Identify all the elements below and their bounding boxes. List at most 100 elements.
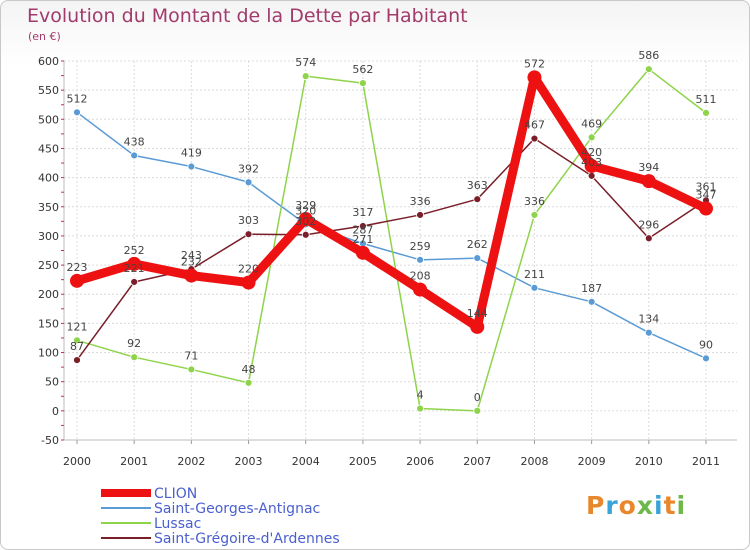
- data-point-lussac: [130, 353, 139, 362]
- data-point-saint-georges-antignac: [473, 254, 482, 262]
- x-tick-label: 2010: [635, 455, 663, 468]
- y-tick-label: 600: [38, 55, 59, 68]
- data-point-saint-georges-antignac: [530, 283, 539, 292]
- data-point-clion: [699, 201, 713, 216]
- data-label-saint-gr-goire-d-ardennes: 317: [352, 206, 373, 219]
- data-label-clion: 572: [524, 57, 545, 70]
- x-tick-label: 2002: [177, 455, 205, 468]
- data-point-saint-gr-goire-d-ardennes: [530, 134, 539, 143]
- y-tick-label: 250: [38, 259, 59, 272]
- data-point-saint-georges-antignac: [187, 162, 196, 171]
- data-label-clion: 420: [581, 146, 602, 159]
- data-label-saint-georges-antignac: 187: [581, 282, 602, 295]
- data-label-lussac: 92: [127, 337, 141, 350]
- legend-label-clion: CLION: [154, 486, 197, 502]
- data-label-saint-gr-goire-d-ardennes: 336: [410, 195, 431, 208]
- data-label-saint-georges-antignac: 90: [699, 338, 713, 351]
- data-label-lussac: 48: [242, 363, 256, 376]
- data-point-lussac: [359, 79, 367, 88]
- data-point-clion: [584, 158, 599, 173]
- data-point-saint-georges-antignac: [416, 255, 424, 264]
- y-tick-label: 50: [45, 376, 59, 389]
- series-line-saint-georges-antignac: [76, 111, 707, 360]
- data-point-saint-georges-antignac: [644, 328, 653, 337]
- chart-title: Evolution du Montant de la Dette par Hab…: [27, 5, 468, 27]
- series-line-clion: [72, 72, 711, 332]
- x-tick-label: 2005: [349, 455, 377, 468]
- data-label-lussac: 562: [352, 63, 373, 76]
- data-point-clion: [241, 275, 256, 290]
- data-label-clion: 208: [410, 270, 431, 283]
- data-point-lussac: [702, 108, 710, 117]
- y-tick-label: 500: [38, 113, 59, 126]
- data-point-saint-gr-goire-d-ardennes: [644, 234, 653, 243]
- data-point-saint-gr-goire-d-ardennes: [359, 222, 367, 230]
- data-point-clion: [184, 268, 199, 283]
- data-label-lussac: 4: [417, 389, 424, 402]
- data-point-clion: [127, 256, 142, 271]
- y-tick-label: -50: [41, 434, 59, 447]
- proxiti-logo: Proxiti: [586, 491, 687, 520]
- data-point-saint-georges-antignac: [244, 178, 253, 187]
- data-label-lussac: 336: [524, 195, 545, 208]
- data-label-saint-gr-goire-d-ardennes: 403: [581, 156, 602, 169]
- data-point-saint-georges-antignac: [702, 354, 710, 363]
- data-label-saint-georges-antignac: 259: [410, 240, 431, 253]
- x-tick-label: 2004: [292, 455, 320, 468]
- data-point-clion: [355, 245, 370, 260]
- data-label-lussac: 71: [184, 349, 198, 362]
- data-label-saint-gr-goire-d-ardennes: 467: [524, 119, 545, 132]
- legend-label-saint-georges-antignac: Saint-Georges-Antignac: [154, 501, 320, 517]
- data-point-saint-georges-antignac: [73, 108, 81, 117]
- data-label-clion: 223: [67, 261, 88, 274]
- data-point-lussac: [187, 365, 196, 374]
- series-line-lussac: [76, 68, 707, 412]
- data-point-saint-georges-antignac: [587, 297, 596, 306]
- data-label-lussac: 511: [696, 93, 717, 106]
- y-tick-label: 450: [38, 142, 59, 155]
- data-label-saint-gr-goire-d-ardennes: 363: [467, 179, 488, 192]
- data-point-saint-gr-goire-d-ardennes: [73, 356, 81, 365]
- x-tick-label: 2007: [463, 455, 491, 468]
- data-point-saint-gr-goire-d-ardennes: [587, 171, 596, 180]
- data-point-saint-gr-goire-d-ardennes: [473, 195, 482, 204]
- data-point-clion: [298, 212, 313, 227]
- data-label-clion: 394: [638, 161, 659, 174]
- data-label-clion: 220: [238, 263, 259, 276]
- data-point-saint-gr-goire-d-ardennes: [244, 230, 253, 239]
- x-tick-label: 2009: [578, 455, 606, 468]
- data-label-saint-gr-goire-d-ardennes: 243: [181, 249, 202, 262]
- data-point-clion: [527, 70, 542, 85]
- plot-area: [64, 61, 737, 440]
- data-point-lussac: [244, 378, 253, 387]
- data-point-saint-gr-goire-d-ardennes: [301, 230, 310, 239]
- data-label-saint-gr-goire-d-ardennes: 361: [696, 180, 717, 193]
- data-point-lussac: [301, 72, 310, 81]
- y-tick-label: 550: [38, 84, 59, 97]
- data-point-lussac: [644, 65, 653, 74]
- y-tick-label: 350: [38, 201, 59, 214]
- data-point-saint-georges-antignac: [130, 151, 139, 160]
- data-point-lussac: [73, 336, 81, 345]
- y-tick-label: 150: [38, 317, 59, 330]
- data-point-clion: [641, 174, 656, 189]
- data-label-clion: 144: [467, 307, 488, 320]
- data-label-saint-gr-goire-d-ardennes: 302: [295, 215, 316, 228]
- data-label-saint-gr-goire-d-ardennes: 296: [638, 218, 659, 231]
- x-tick-label: 2001: [120, 455, 148, 468]
- data-point-lussac: [416, 404, 424, 413]
- x-tick-label: 2008: [520, 455, 548, 468]
- data-label-lussac: 574: [295, 56, 316, 69]
- data-label-saint-georges-antignac: 438: [124, 135, 145, 148]
- data-label-clion: 252: [124, 244, 145, 257]
- x-tick-label: 2003: [235, 455, 263, 468]
- data-point-lussac: [530, 211, 539, 219]
- data-label-saint-georges-antignac: 134: [638, 313, 659, 326]
- x-tick-label: 2011: [692, 455, 720, 468]
- data-label-saint-georges-antignac: 419: [181, 147, 202, 160]
- data-label-saint-georges-antignac: 320: [295, 204, 316, 217]
- data-point-clion: [413, 282, 428, 297]
- data-point-saint-gr-goire-d-ardennes: [130, 278, 139, 286]
